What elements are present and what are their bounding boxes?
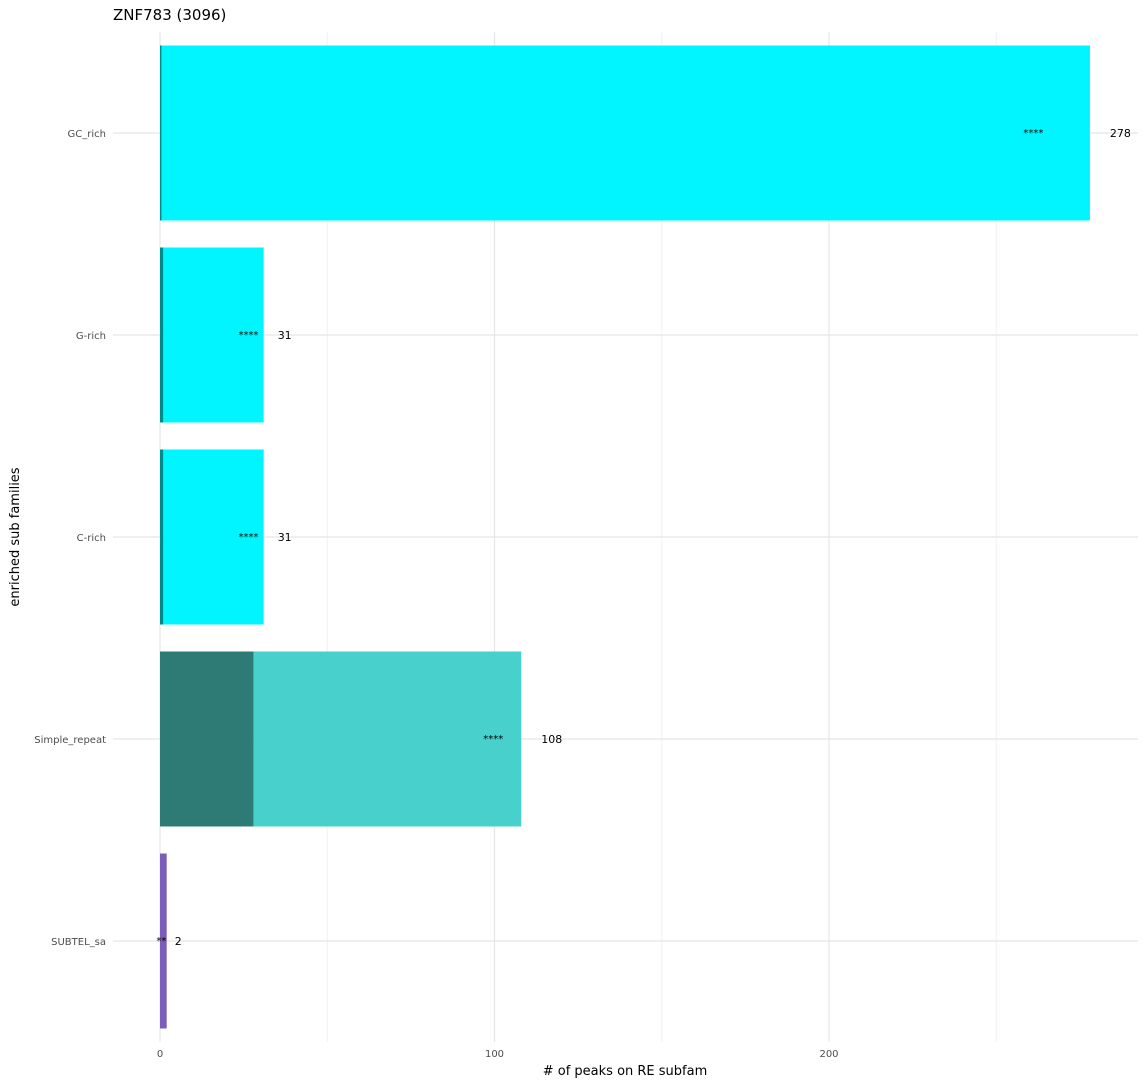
significance-label: **** [483,734,503,745]
chart-title: ZNF783 (3096) [113,6,226,24]
x-axis-label: # of peaks on RE subfam [543,1064,708,1079]
significance-label: ** [156,936,166,947]
y-tick-label: G-rich [76,331,106,342]
y-tick-label: SUBTEL_sa [51,937,106,948]
count-label: 108 [541,733,562,746]
y-axis-label: enriched sub families [8,467,23,606]
x-tick-label: 100 [485,1049,504,1060]
bar-segment [160,651,254,827]
bar-segment [160,247,164,423]
bar-segment [163,247,264,423]
count-label: 31 [278,531,292,544]
bar-segment [253,651,522,827]
count-label: 31 [278,329,292,342]
bar-segment [160,449,164,625]
count-label: 278 [1110,127,1131,140]
count-label: 2 [175,935,182,948]
significance-label: **** [239,330,259,341]
x-tick-label: 0 [157,1049,163,1060]
significance-label: **** [239,532,259,543]
bar-segment [161,45,1090,221]
y-tick-label: C-rich [77,533,106,544]
bar-segment [160,45,162,221]
bar-segment [163,449,264,625]
y-tick-label: GC_rich [68,129,106,140]
bar-segment [160,853,167,1029]
x-tick-label: 200 [819,1049,838,1060]
significance-label: **** [1023,128,1043,139]
y-tick-label: Simple_repeat [34,735,106,746]
